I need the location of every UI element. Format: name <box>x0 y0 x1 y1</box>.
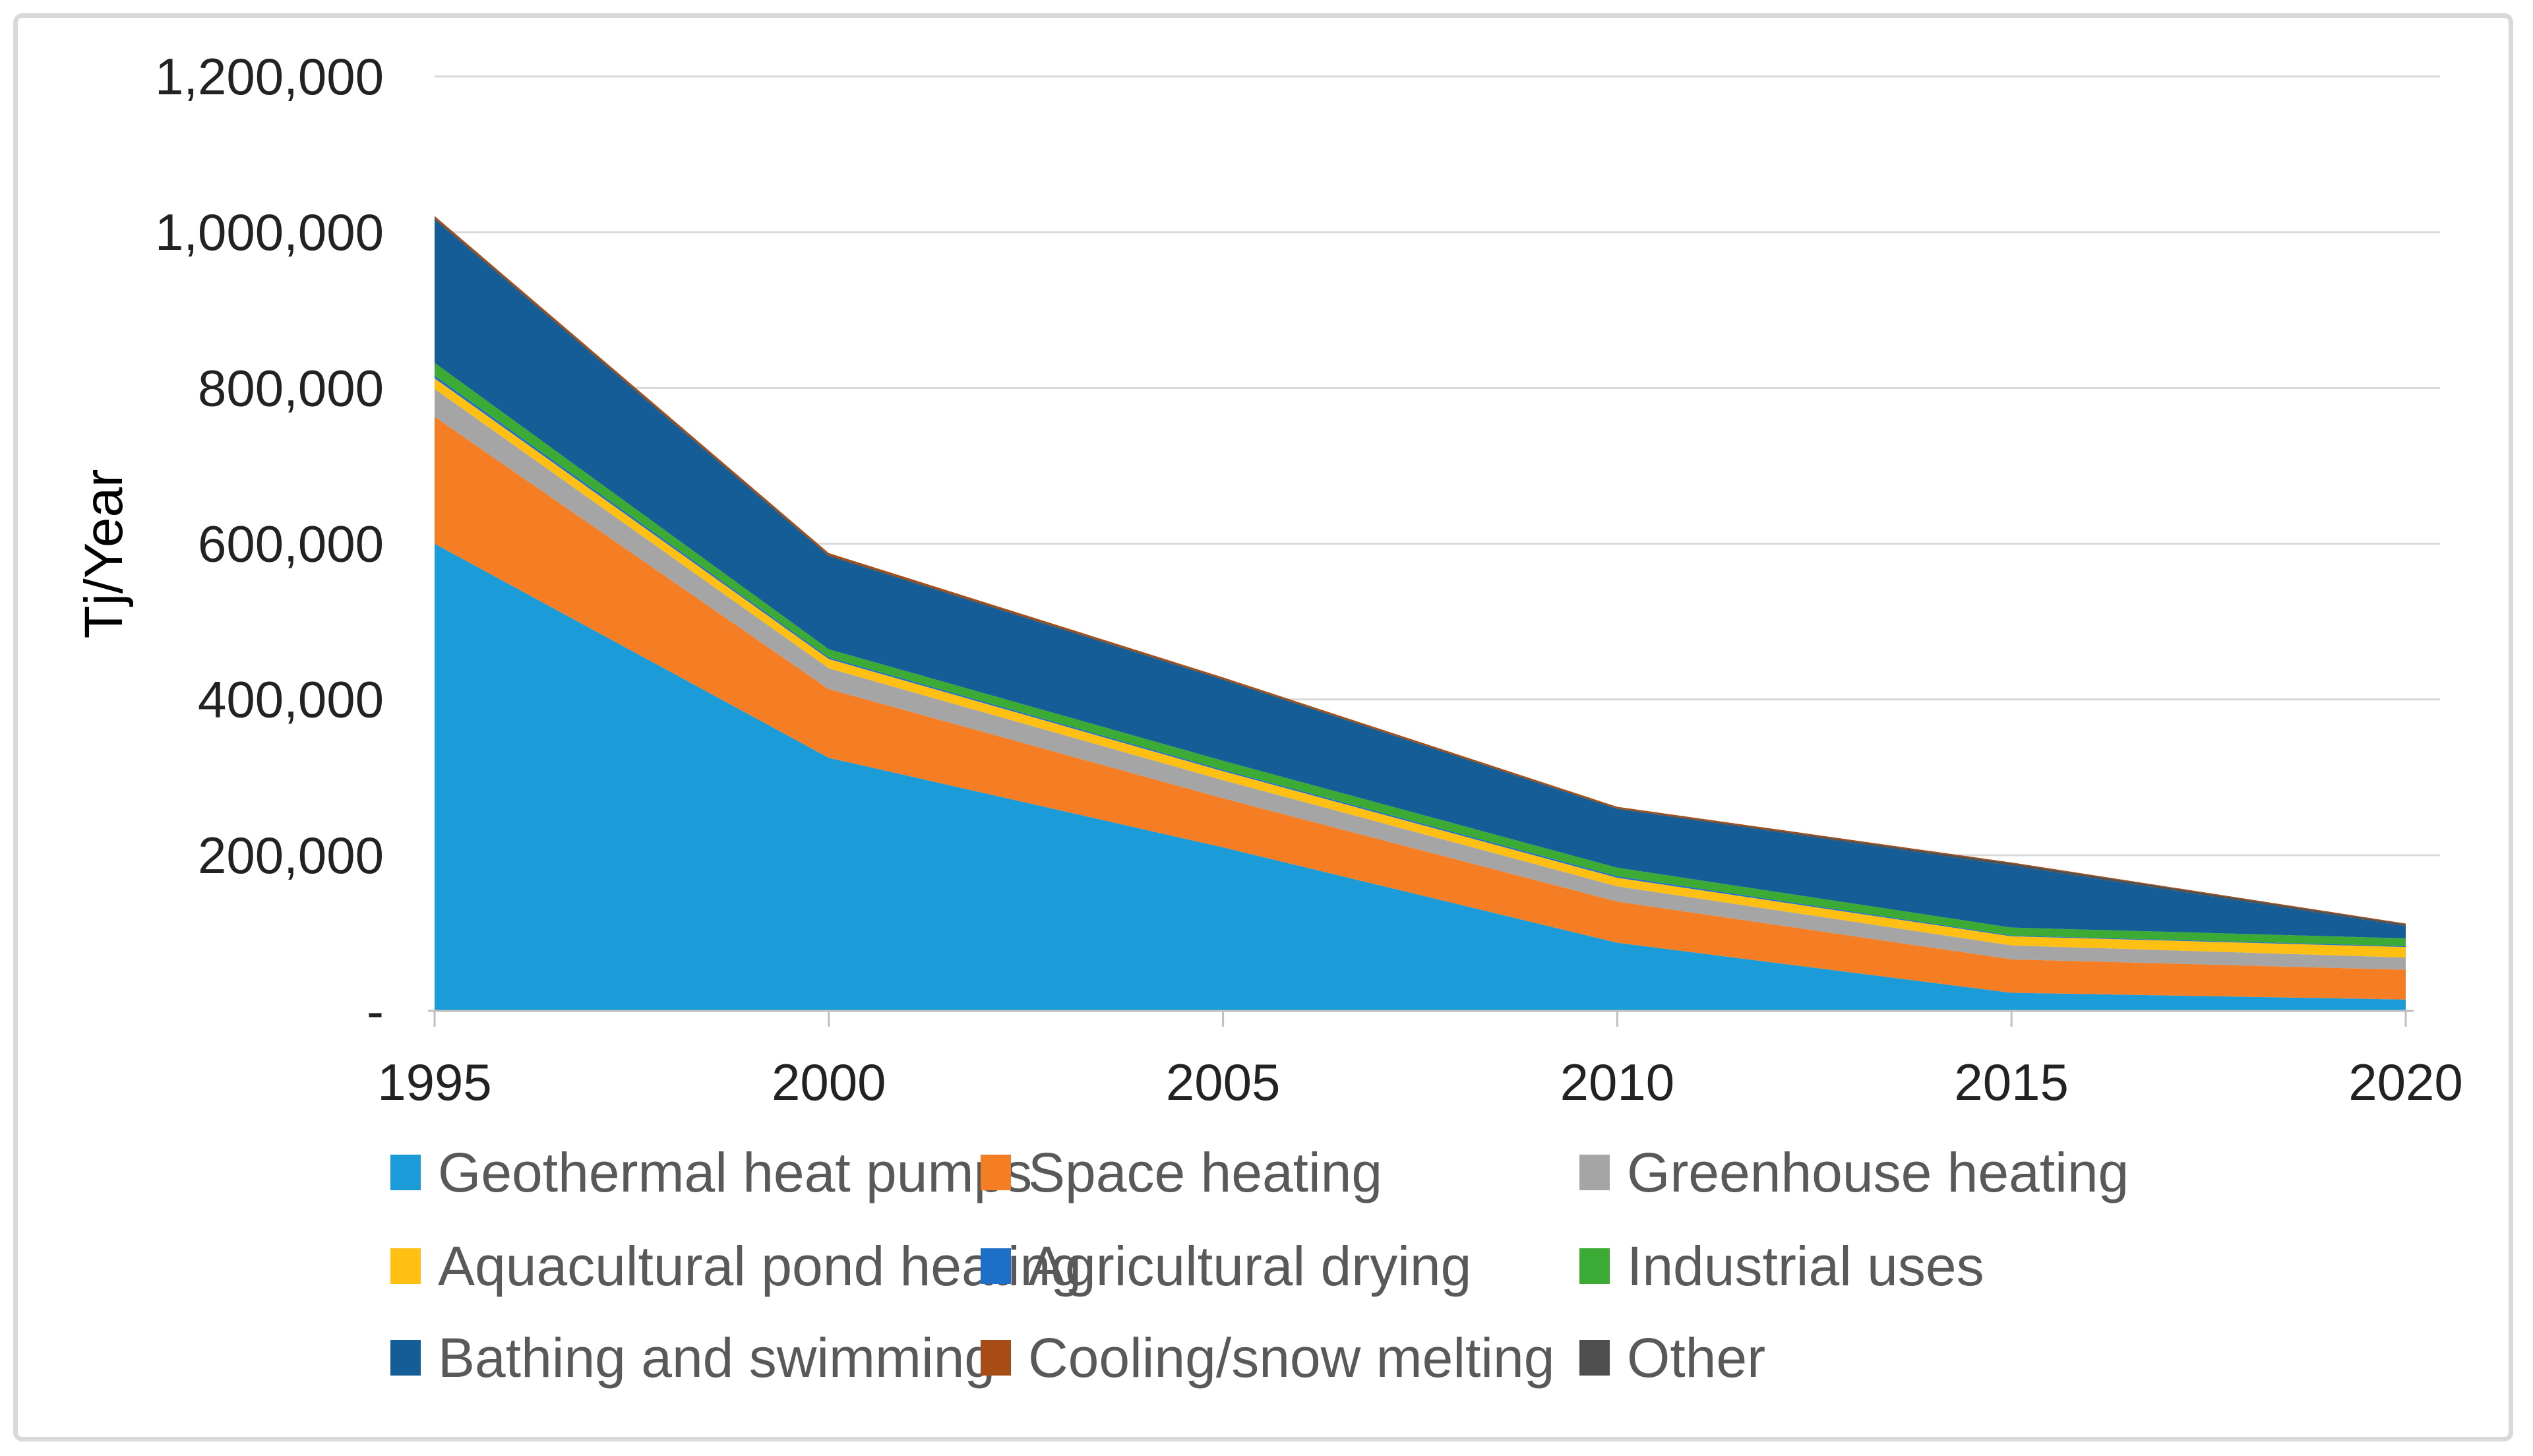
x-tick-label-2005: 2005 <box>1166 1053 1281 1111</box>
legend-label: Other <box>1627 1327 1766 1389</box>
legend-swatch-icon <box>981 1248 1011 1284</box>
legend-item-bathing-and-swimming: Bathing and swimming <box>390 1330 995 1385</box>
area-bathing-and-swimming <box>435 219 2406 938</box>
legend-swatch-icon <box>390 1340 421 1376</box>
legend-item-other: Other <box>1579 1330 1765 1385</box>
legend-item-agricultural-drying: Agricultural drying <box>981 1238 1471 1294</box>
x-tick-label-2010: 2010 <box>1560 1053 1675 1111</box>
legend-item-cooling-snow-melting: Cooling/snow melting <box>981 1330 1554 1385</box>
legend-item-space-heating: Space heating <box>981 1145 1382 1200</box>
y-tick-label: - <box>367 982 384 1040</box>
legend-swatch-icon <box>1579 1155 1610 1190</box>
legend-label: Geothermal heat pumps <box>438 1141 1033 1203</box>
area-geothermal-heat-pumps <box>435 543 2406 1011</box>
area-space-heating <box>435 417 2406 1000</box>
legend-label: Bathing and swimming <box>438 1327 996 1389</box>
legend-label: Industrial uses <box>1627 1235 1984 1297</box>
x-tick-label-2020: 2020 <box>2348 1053 2463 1111</box>
legend-swatch-icon <box>981 1340 1011 1376</box>
legend-swatch-icon <box>981 1155 1011 1190</box>
area-greenhouse-heating <box>435 388 2406 970</box>
legend-label: Greenhouse heating <box>1627 1141 2129 1203</box>
legend-label: Cooling/snow melting <box>1028 1327 1555 1389</box>
legend-swatch-icon <box>1579 1340 1610 1376</box>
legend-item-industrial-uses: Industrial uses <box>1579 1238 1984 1294</box>
legend-label: Space heating <box>1028 1141 1383 1203</box>
y-axis-title: Tj/Year <box>74 470 134 639</box>
y-tick-label: 200,000 <box>198 826 384 884</box>
legend-item-geothermal-heat-pumps: Geothermal heat pumps <box>390 1145 1032 1200</box>
legend-swatch-icon <box>1579 1248 1610 1284</box>
y-tick-label: 1,200,000 <box>155 47 384 106</box>
y-tick-label: 1,000,000 <box>155 203 384 261</box>
y-tick-label: 800,000 <box>198 359 384 417</box>
x-tick-label-2000: 2000 <box>772 1053 886 1111</box>
area-aquacultural-pond-heating <box>435 378 2406 958</box>
legend-label: Agricultural drying <box>1028 1235 1472 1297</box>
legend-item-aquacultural-pond-heating: Aquacultural pond heating <box>390 1238 1082 1294</box>
y-tick-label: 600,000 <box>198 515 384 573</box>
x-tick-label-2015: 2015 <box>1954 1053 2069 1111</box>
x-tick-label-1995: 1995 <box>377 1053 492 1111</box>
legend-item-greenhouse-heating: Greenhouse heating <box>1579 1145 2129 1200</box>
area-industrial-uses <box>435 363 2406 946</box>
legend-label: Aquacultural pond heating <box>438 1235 1082 1297</box>
legend-swatch-icon <box>390 1248 421 1284</box>
legend-swatch-icon <box>390 1155 421 1190</box>
y-tick-label: 400,000 <box>198 671 384 729</box>
